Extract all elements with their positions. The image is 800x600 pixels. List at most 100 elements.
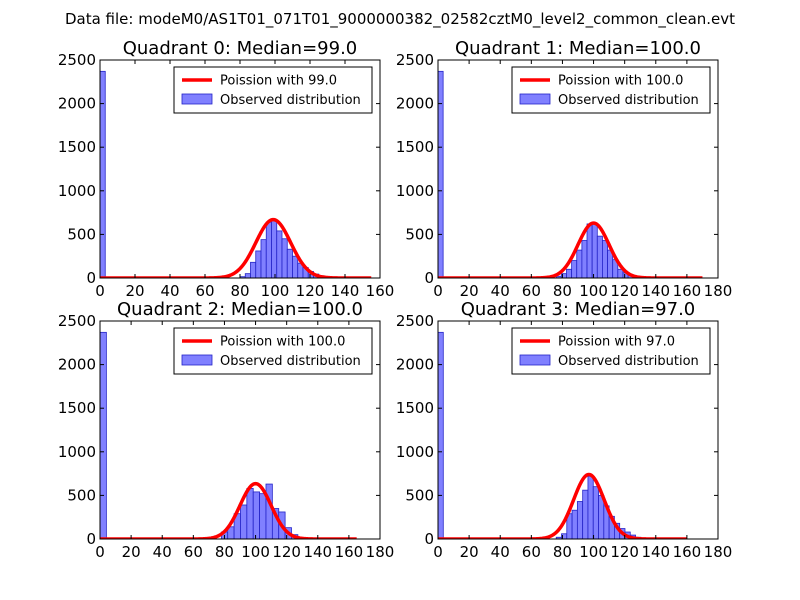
axes-frame: [437, 320, 719, 540]
panel-title: Quadrant 1: Median=100.0: [455, 38, 701, 59]
x-tick-label: 20: [122, 543, 141, 561]
y-tick-label: 1500: [58, 138, 96, 156]
x-tick-label: 60: [522, 282, 541, 300]
x-tick-label: 60: [184, 543, 203, 561]
panel-title: Quadrant 0: Median=99.0: [123, 38, 358, 59]
histogram-bar: [602, 240, 608, 278]
legend: Poission with 100.0 Observed distribution: [173, 327, 373, 375]
x-tick-label: 80: [553, 282, 572, 300]
y-tick-label: 2500: [396, 312, 434, 330]
legend: Poission with 100.0 Observed distribution: [511, 66, 711, 114]
poisson-curve: [100, 217, 373, 278]
legend-box: [173, 327, 373, 375]
x-tick-label: 180: [704, 282, 733, 300]
plot-area: [100, 331, 358, 539]
legend-box: [511, 327, 711, 375]
histogram-bar: [582, 489, 589, 539]
legend-swatch-hist: [181, 354, 213, 366]
x-tick-label: 100: [579, 282, 608, 300]
y-tick-label: 2500: [58, 51, 96, 69]
histogram-bar: [252, 491, 261, 539]
x-tick-label: 40: [491, 282, 510, 300]
histogram-bar: [566, 268, 573, 278]
x-tick-label: 0: [433, 282, 443, 300]
histogram-bar: [240, 504, 248, 539]
legend: Poission with 99.0 Observed distribution: [173, 66, 373, 114]
y-tick-label: 2500: [396, 51, 434, 69]
x-tick-label: 140: [303, 543, 332, 561]
y-tick-label: 1500: [58, 399, 96, 417]
panel-title: Quadrant 2: Median=100.0: [117, 299, 363, 320]
panel-quadrant-0: 0 20 40 60 80 100 120 140 160 0 500 1000 1500 2000 250…: [58, 38, 395, 300]
histogram-bar: [100, 70, 106, 278]
legend-box: [511, 66, 711, 114]
legend-entry-curve: Poission with 97.0: [558, 335, 675, 350]
x-tick-label: 100: [579, 543, 608, 561]
histogram-bar: [271, 220, 278, 278]
histogram-bar: [292, 255, 299, 278]
axes-frame: [99, 320, 381, 540]
histogram-bar: [617, 268, 624, 278]
legend-entry-hist: Observed distribution: [220, 354, 361, 369]
panel-quadrant-3: 0 20 40 60 80 100 120 140 160 180 0 500 1000 1500 2000…: [396, 299, 733, 561]
x-tick-label: 20: [125, 282, 144, 300]
histogram-bar: [571, 509, 578, 539]
x-tick-label: 80: [230, 282, 249, 300]
y-tick-label: 0: [86, 530, 96, 548]
histogram-bar: [576, 249, 583, 278]
y-tick-label: 2000: [396, 95, 434, 113]
axes-frame: [437, 59, 719, 279]
y-tick-label: 1000: [58, 182, 96, 200]
x-tick-label: 160: [673, 543, 702, 561]
x-tick-label: 0: [95, 282, 105, 300]
x-tick-label: 0: [433, 543, 443, 561]
x-tick-label: 100: [261, 282, 290, 300]
x-tick-label: 160: [366, 282, 395, 300]
histogram-bar: [260, 239, 267, 278]
histogram-bar: [587, 475, 594, 539]
histogram-bar: [265, 483, 273, 539]
y-tick-label: 0: [86, 269, 96, 287]
legend-swatch-hist: [519, 93, 551, 105]
legend-entry-hist: Observed distribution: [558, 93, 699, 108]
panel-title: Quadrant 3: Median=97.0: [461, 299, 696, 320]
legend-swatch-hist: [181, 93, 213, 105]
figure-suptitle: Data file: modeM0/AS1T01_071T01_90000003…: [65, 10, 735, 29]
x-tick-label: 20: [460, 543, 479, 561]
legend-entry-curve: Poission with 99.0: [220, 74, 337, 89]
y-tick-label: 0: [424, 269, 434, 287]
x-tick-label: 20: [460, 282, 479, 300]
y-tick-label: 2000: [58, 95, 96, 113]
histogram-bar: [255, 250, 262, 278]
poisson-curve: [438, 472, 688, 539]
x-tick-label: 160: [673, 282, 702, 300]
x-tick-label: 80: [553, 543, 572, 561]
histogram-bar: [576, 501, 584, 539]
histogram-bar: [592, 486, 599, 539]
y-tick-label: 1000: [58, 443, 96, 461]
x-tick-label: 140: [331, 282, 360, 300]
x-tick-label: 0: [95, 543, 105, 561]
histogram-bar: [246, 488, 254, 539]
histogram-bar: [265, 221, 272, 278]
legend-swatch-hist: [519, 354, 551, 366]
x-tick-label: 40: [153, 543, 172, 561]
legend-entry-hist: Observed distribution: [220, 93, 361, 108]
y-tick-label: 500: [67, 486, 96, 504]
plot-area: [438, 331, 688, 539]
legend: Poission with 97.0 Observed distribution: [511, 327, 711, 375]
y-tick-label: 2500: [58, 312, 96, 330]
histogram-bar: [571, 260, 578, 278]
x-tick-label: 180: [366, 543, 395, 561]
x-tick-label: 140: [641, 543, 670, 561]
x-tick-label: 120: [296, 282, 325, 300]
x-tick-label: 80: [215, 543, 234, 561]
y-tick-label: 500: [405, 486, 434, 504]
panel-quadrant-2: 0 20 40 60 80 100 120 140 160 180 0 500 1000 1500 2000…: [58, 299, 395, 561]
x-tick-label: 40: [160, 282, 179, 300]
y-tick-label: 500: [405, 225, 434, 243]
histogram-bar: [596, 235, 603, 278]
histogram-bar: [244, 273, 251, 278]
histogram-bar: [581, 240, 588, 278]
